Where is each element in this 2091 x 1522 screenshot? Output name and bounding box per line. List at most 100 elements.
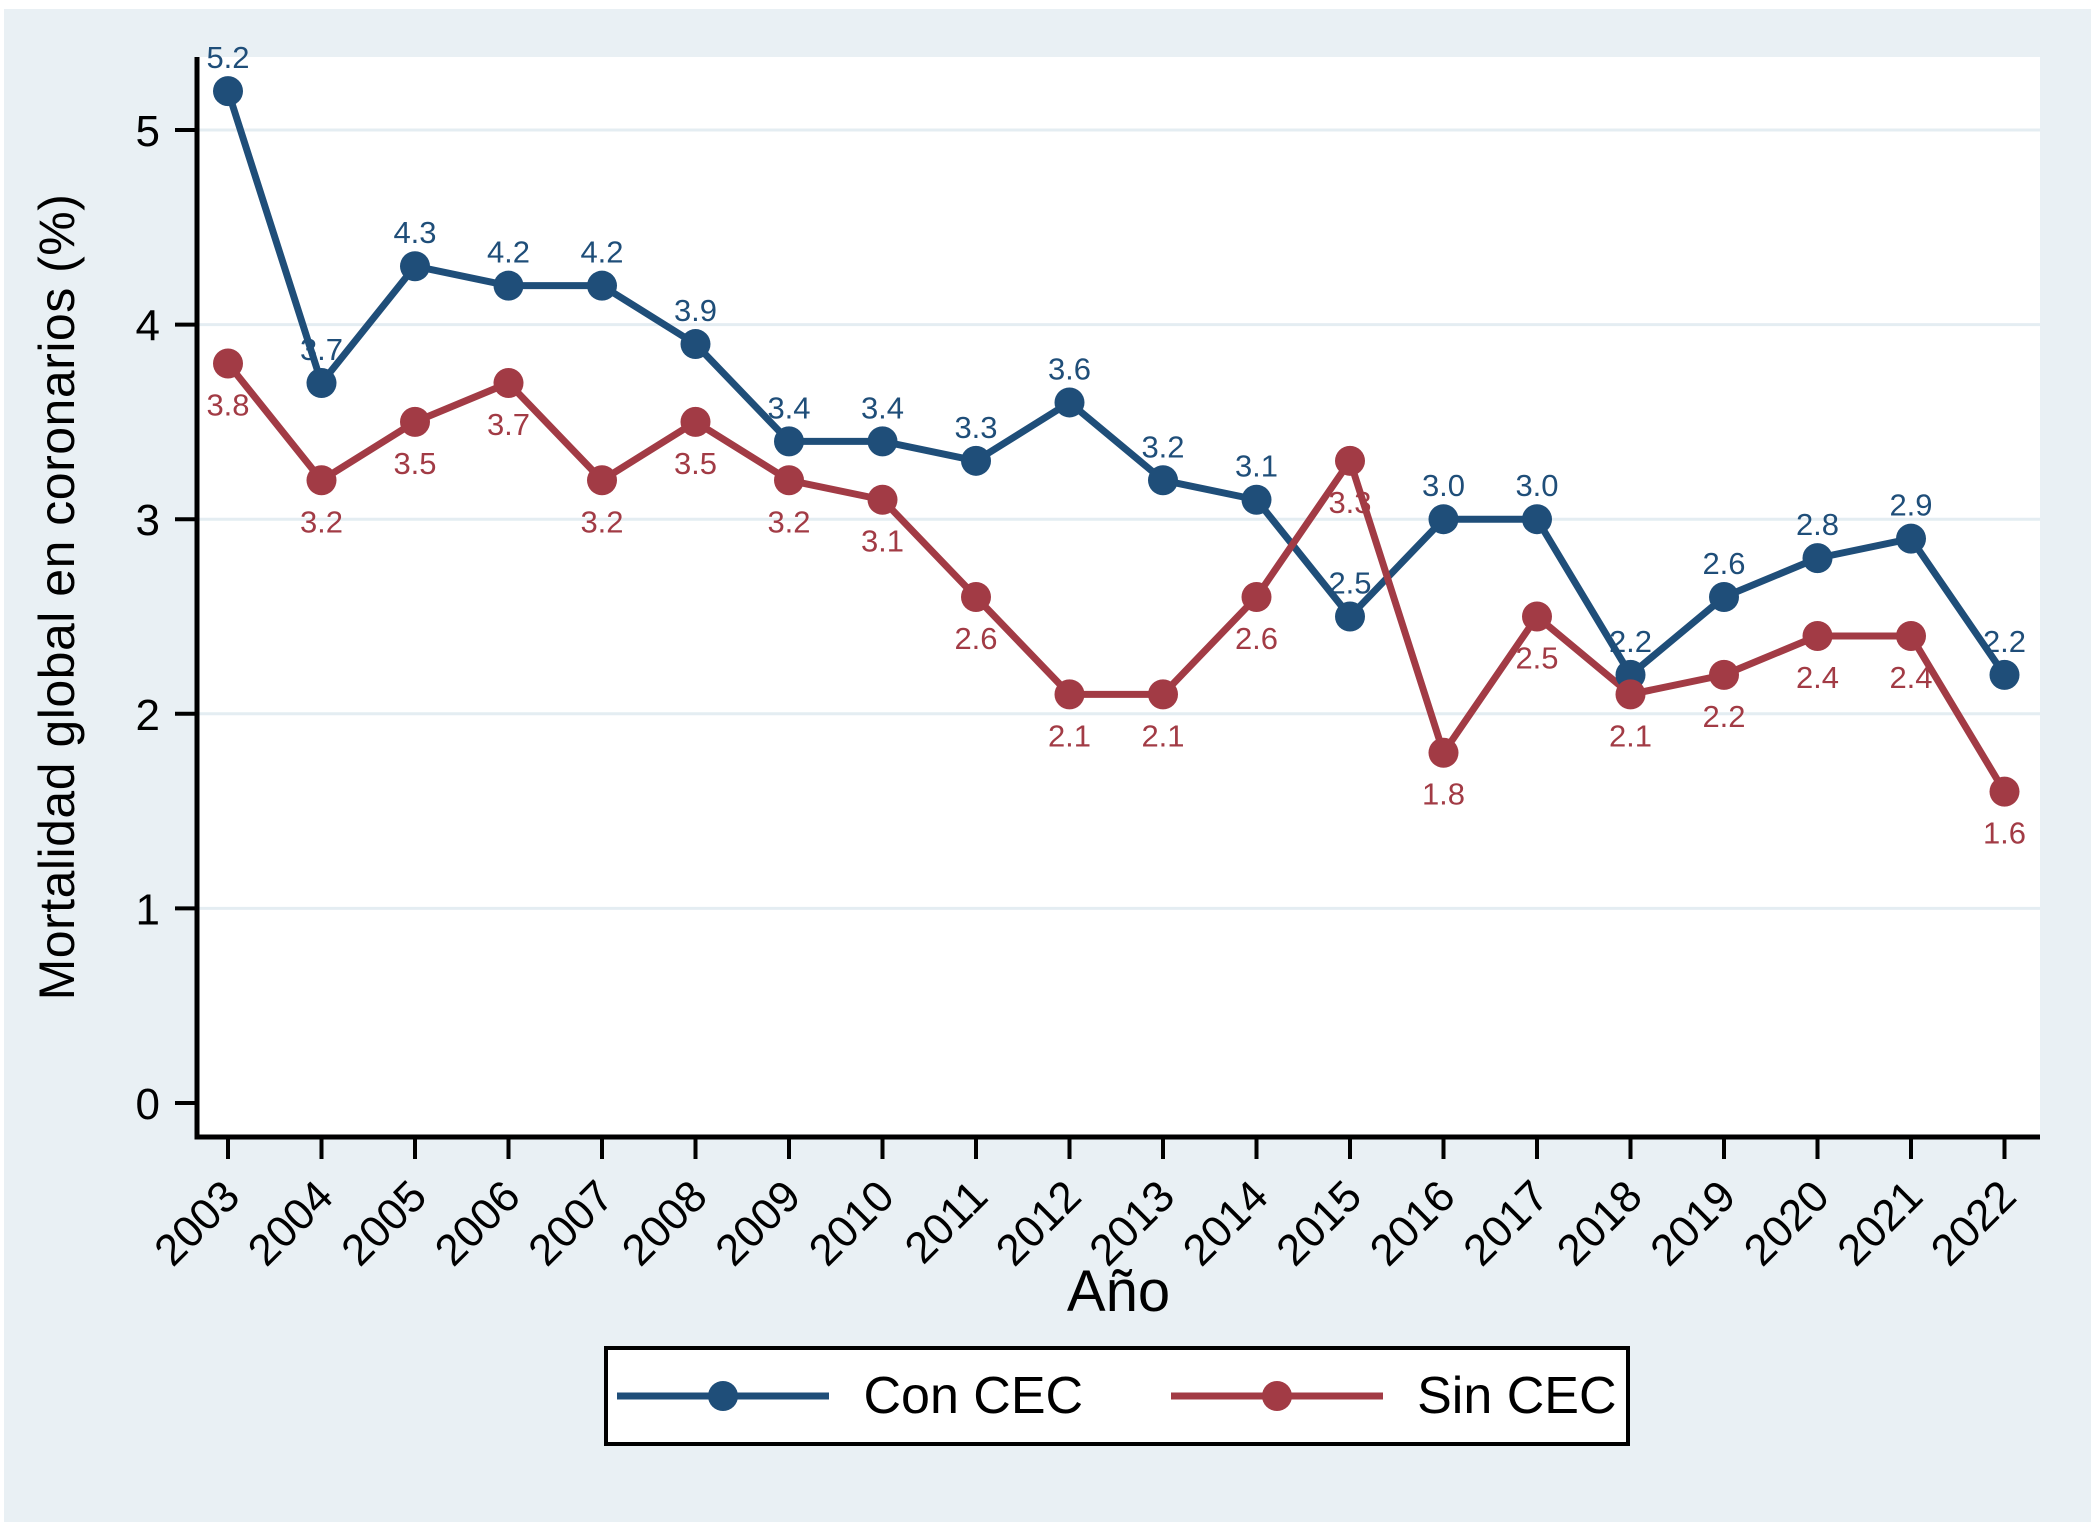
data-marker-0	[1802, 543, 1833, 574]
data-label-0: 3.2	[1141, 429, 1184, 464]
data-label-0: 4.3	[393, 215, 436, 250]
y-tick-label: 4	[136, 302, 160, 351]
data-marker-0	[1989, 659, 2020, 690]
data-marker-0	[774, 426, 804, 457]
data-marker-1	[213, 348, 243, 379]
data-label-1: 2.1	[1048, 718, 1091, 753]
data-marker-1	[1709, 659, 1739, 690]
data-marker-0	[306, 367, 337, 398]
legend-label-con-cec: Con CEC	[863, 1367, 1084, 1425]
data-marker-0	[587, 270, 617, 301]
data-marker-0	[213, 76, 243, 107]
data-label-1: 2.4	[1889, 660, 1932, 695]
legend-marker	[1262, 1381, 1293, 1411]
legend-symbol-con-cec	[617, 1381, 830, 1411]
data-marker-0	[1054, 387, 1085, 418]
data-label-0: 3.1	[1235, 449, 1278, 484]
data-marker-1	[1335, 445, 1365, 476]
data-label-0: 2.2	[1609, 624, 1652, 659]
y-tick-label: 1	[136, 885, 160, 934]
data-marker-0	[1896, 523, 1926, 554]
data-marker-0	[961, 445, 991, 476]
data-label-1: 3.2	[300, 504, 343, 539]
legend-symbol-sin-cec	[1171, 1381, 1384, 1411]
data-marker-1	[587, 465, 617, 496]
data-label-0: 3.0	[1515, 468, 1558, 503]
data-label-1: 1.8	[1422, 777, 1465, 812]
data-marker-1	[961, 582, 991, 613]
data-marker-1	[680, 406, 711, 437]
data-marker-0	[493, 270, 524, 301]
data-marker-0	[1148, 465, 1178, 496]
data-label-0: 4.2	[487, 235, 530, 270]
data-label-0: 3.4	[767, 390, 810, 425]
plot-area	[197, 57, 2040, 1137]
data-label-0: 4.2	[580, 235, 623, 270]
data-marker-1	[1989, 776, 2020, 807]
data-label-1: 3.8	[206, 388, 249, 423]
data-marker-0	[1709, 582, 1739, 613]
series-line-0	[224, 90, 2008, 679]
data-label-0: 2.9	[1889, 488, 1932, 523]
data-label-0: 3.3	[954, 410, 997, 445]
data-label-0: 2.8	[1796, 507, 1839, 542]
data-label-0: 2.5	[1328, 566, 1371, 601]
y-tick-label: 2	[136, 691, 160, 740]
data-marker-1	[867, 484, 898, 515]
y-tick-label: 3	[136, 496, 160, 545]
data-label-0: 2.2	[1983, 624, 2026, 659]
x-axis-title: Año	[1066, 1259, 1171, 1324]
data-label-1: 2.6	[954, 621, 997, 656]
data-label-1: 2.6	[1235, 621, 1278, 656]
data-marker-1	[306, 465, 337, 496]
data-marker-0	[680, 329, 711, 360]
data-label-0: 2.6	[1702, 546, 1745, 581]
data-marker-1	[1522, 601, 1552, 632]
legend-marker	[708, 1381, 739, 1411]
y-tick-label: 0	[136, 1080, 160, 1129]
data-marker-1	[1054, 679, 1085, 710]
data-label-1: 2.1	[1609, 718, 1652, 753]
data-label-0: 3.9	[674, 293, 717, 328]
legend-item-con-cec: Con CEC	[617, 1366, 1083, 1426]
data-marker-1	[774, 465, 804, 496]
data-marker-0	[1522, 504, 1552, 535]
data-marker-0	[400, 251, 430, 282]
legend-label-sin-cec: Sin CEC	[1417, 1367, 1617, 1425]
data-label-1: 2.4	[1796, 660, 1839, 695]
data-label-0: 3.6	[1048, 351, 1091, 386]
data-label-1: 1.6	[1983, 816, 2026, 851]
data-label-1: 3.1	[861, 524, 904, 559]
data-marker-0	[1241, 484, 1272, 515]
data-label-1: 3.5	[393, 446, 436, 481]
data-label-0: 3.0	[1422, 468, 1465, 503]
data-label-1: 3.3	[1328, 485, 1371, 520]
data-marker-0	[1428, 504, 1459, 535]
data-marker-1	[1896, 620, 1926, 651]
data-label-1: 3.2	[580, 504, 623, 539]
data-marker-1	[1802, 620, 1833, 651]
data-label-1: 3.5	[674, 446, 717, 481]
legend: Con CEC Sin CEC	[604, 1346, 1630, 1446]
y-tick-label: 5	[136, 107, 160, 156]
data-label-0: 5.2	[206, 40, 249, 75]
data-label-0: 3.7	[300, 332, 343, 367]
data-marker-1	[1428, 737, 1459, 768]
data-label-1: 2.1	[1141, 718, 1184, 753]
data-marker-1	[1148, 679, 1178, 710]
data-marker-0	[867, 426, 898, 457]
y-axis-title: Mortalidad global en coronarios (%)	[29, 193, 85, 1001]
data-label-1: 3.7	[487, 407, 530, 442]
data-marker-1	[1615, 679, 1646, 710]
data-label-1: 2.2	[1702, 699, 1745, 734]
data-marker-1	[400, 406, 430, 437]
series-line-1	[225, 361, 2008, 794]
data-marker-1	[493, 367, 524, 398]
legend-item-sin-cec: Sin CEC	[1171, 1366, 1617, 1426]
data-label-0: 3.4	[861, 390, 904, 425]
data-label-1: 3.2	[767, 504, 810, 539]
data-label-1: 2.5	[1515, 641, 1558, 676]
data-marker-1	[1241, 582, 1272, 613]
